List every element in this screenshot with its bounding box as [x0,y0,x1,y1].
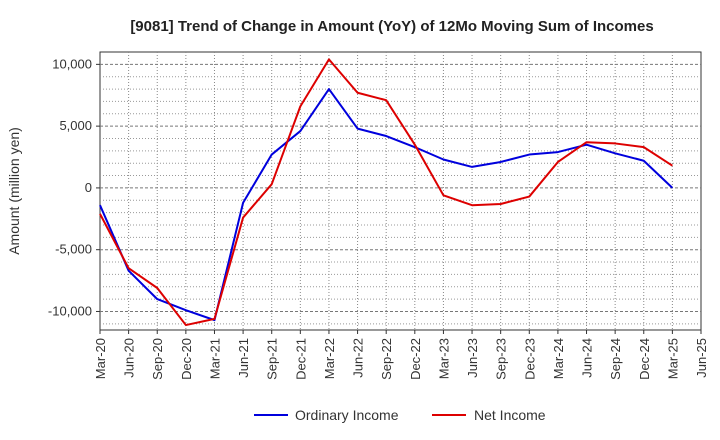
data-point-ordinary-income [128,270,130,272]
data-point-net-income [614,142,616,144]
data-point-ordinary-income [156,298,158,300]
x-tick-label: Sep-21 [265,338,280,380]
data-point-ordinary-income [442,158,444,160]
x-tick-label: Jun-24 [580,338,595,378]
plot-area [99,51,702,331]
y-tick-label: -5,000 [55,242,92,257]
data-point-net-income [557,161,559,163]
data-point-net-income [528,196,530,198]
data-point-net-income [128,267,130,269]
y-axis-label: Amount (million yen) [6,127,22,255]
data-point-net-income [671,165,673,167]
data-point-ordinary-income [500,161,502,163]
x-tick-label: Mar-24 [551,338,566,379]
data-point-ordinary-income [586,144,588,146]
data-point-ordinary-income [528,154,530,156]
data-point-net-income [586,141,588,143]
x-tick-label: Dec-24 [637,338,652,380]
data-point-net-income [213,318,215,320]
data-point-net-income [185,324,187,326]
data-point-ordinary-income [557,151,559,153]
y-axis-ticks: 10,000 5,000 0 -5,000 -10,000 [48,56,100,318]
x-tick-label: Dec-21 [293,338,308,380]
data-point-ordinary-income [328,88,330,90]
x-tick-label: Dec-23 [522,338,537,380]
data-point-net-income [99,213,101,215]
data-point-net-income [242,217,244,219]
y-tick-label: 5,000 [59,118,92,133]
x-tick-label: Mar-23 [436,338,451,379]
chart-title: [9081] Trend of Change in Amount (YoY) o… [130,18,653,35]
data-point-ordinary-income [357,128,359,130]
legend: Ordinary Income Net Income [254,407,546,423]
data-point-ordinary-income [471,166,473,168]
data-point-net-income [328,58,330,60]
data-point-net-income [385,99,387,101]
y-tick-label: 0 [85,180,92,195]
x-axis-ticks: Mar-20 Jun-20 Sep-20 Dec-20 Mar-21 Jun-21 Sep-… [93,330,709,380]
series-line-net-income [99,58,673,327]
data-point-net-income [500,203,502,205]
series-line-ordinary-income [99,88,674,322]
x-tick-label: Mar-25 [665,338,680,379]
x-tick-label: Dec-22 [408,338,423,380]
data-point-ordinary-income [299,130,301,132]
data-point-ordinary-income [614,152,616,154]
grid [100,52,701,330]
data-point-ordinary-income [643,160,645,162]
legend-label-ordinary-income: Ordinary Income [295,407,399,423]
data-point-net-income [357,92,359,94]
x-tick-label: Jun-25 [694,338,709,378]
data-point-net-income [271,183,273,185]
data-point-net-income [643,146,645,148]
data-point-net-income [471,204,473,206]
data-point-ordinary-income [185,309,187,311]
x-tick-label: Dec-20 [179,338,194,380]
x-tick-label: Jun-21 [236,338,251,378]
data-point-net-income [299,105,301,107]
series-lines [99,58,674,327]
legend-label-net-income: Net Income [474,407,546,423]
x-tick-label: Jun-22 [351,338,366,378]
y-tick-label: 10,000 [52,56,92,71]
data-point-ordinary-income [242,202,244,204]
x-tick-label: Sep-23 [494,338,509,380]
x-tick-label: Jun-23 [465,338,480,378]
x-tick-label: Mar-22 [322,338,337,379]
x-tick-label: Jun-20 [122,338,137,378]
data-point-ordinary-income [385,135,387,137]
data-point-ordinary-income [671,187,673,189]
data-point-net-income [442,194,444,196]
data-point-net-income [156,287,158,289]
x-tick-label: Mar-21 [207,338,222,379]
y-tick-label: -10,000 [48,303,92,318]
x-tick-label: Sep-20 [150,338,165,380]
data-point-ordinary-income [99,204,101,206]
x-tick-label: Sep-24 [608,338,623,380]
data-point-ordinary-income [271,154,273,156]
x-tick-label: Sep-22 [379,338,394,380]
data-point-net-income [414,144,416,146]
x-tick-label: Mar-20 [93,338,108,379]
